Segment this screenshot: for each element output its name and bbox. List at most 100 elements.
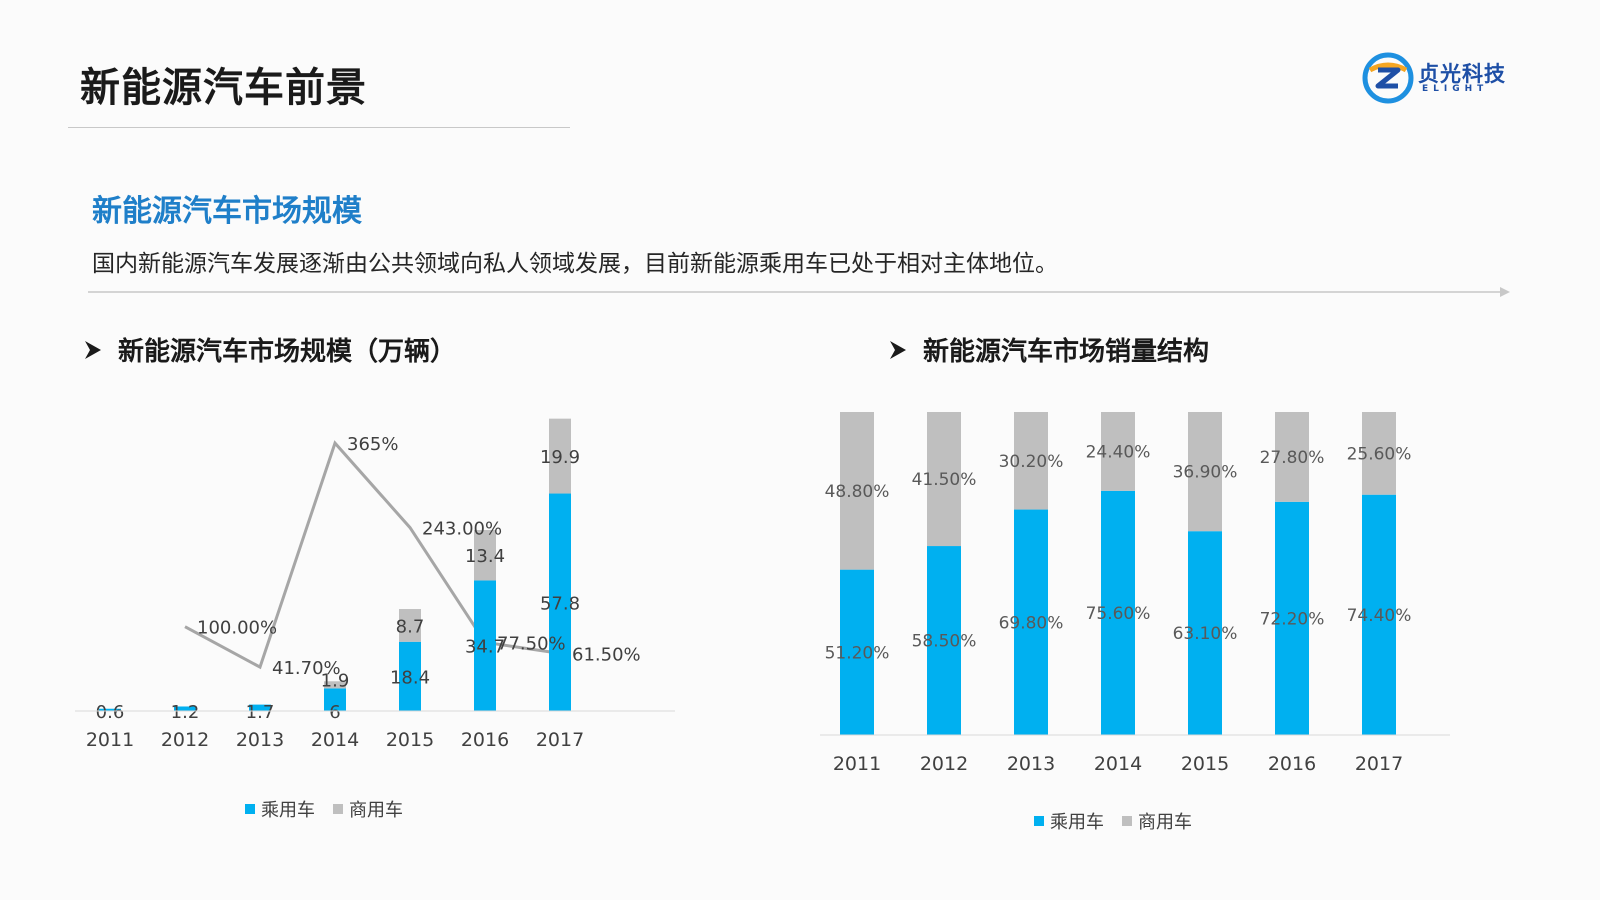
company-logo: 贞光科技 ELIGHT (1362, 52, 1522, 108)
data-label-passenger: 74.40% (1347, 606, 1412, 626)
section-description: 国内新能源汽车发展逐渐由公共领域向私人领域发展，目前新能源乘用车已处于相对主体地… (92, 251, 1058, 277)
logo-text-cn: 贞光科技 (1418, 62, 1506, 86)
x-tick-label: 2016 (461, 729, 509, 751)
legend-swatch-commercial (1122, 816, 1132, 826)
legend-label-passenger: 乘用车 (261, 800, 315, 821)
x-tick-label: 2012 (161, 729, 209, 751)
data-label-passenger: 51.20% (825, 643, 890, 663)
data-label-passenger: 63.10% (1173, 624, 1238, 644)
bar-commercial (840, 412, 874, 570)
x-tick-label: 2014 (1094, 753, 1142, 775)
x-tick-label: 2017 (1355, 753, 1403, 775)
page-title: 新能源汽车前景 (80, 65, 367, 111)
bar-passenger (1188, 531, 1222, 735)
data-label-commercial: 41.50% (912, 470, 977, 490)
data-label-passenger: 0.6 (96, 702, 125, 723)
legend-item-commercial: 商用车 (1122, 808, 1192, 834)
bar-passenger (399, 641, 421, 711)
growth-rate-label: 77.50% (497, 633, 566, 654)
growth-rate-label: 365% (347, 434, 398, 455)
legend-item-passenger: 乘用车 (1034, 808, 1104, 834)
x-tick-label: 2016 (1268, 753, 1316, 775)
data-label-commercial: 27.80% (1260, 448, 1325, 468)
bar-commercial (927, 412, 961, 547)
x-tick-label: 2011 (833, 753, 881, 775)
bar-commercial (1014, 412, 1048, 510)
data-label-commercial: 1.9 (321, 670, 350, 691)
data-label-commercial: 8.7 (396, 616, 425, 637)
legend-label-commercial: 商用车 (349, 800, 403, 821)
right-chart-title-text: 新能源汽车市场销量结构 (923, 337, 1210, 367)
bar-passenger (840, 569, 874, 735)
data-label-passenger: 6 (329, 702, 340, 723)
data-label-commercial: 36.90% (1173, 463, 1238, 483)
legend-label-commercial: 商用车 (1138, 812, 1192, 833)
data-label-commercial: 24.40% (1086, 442, 1151, 462)
data-label-passenger: 34.7 (465, 637, 505, 658)
data-label-passenger: 18.4 (390, 667, 430, 688)
legend-swatch-commercial (333, 804, 343, 814)
bar-passenger (474, 580, 496, 711)
data-label-commercial: 48.80% (825, 482, 890, 502)
left-chart-title-text: 新能源汽车市场规模（万辆） (118, 337, 457, 367)
bar-commercial (474, 530, 496, 581)
data-label-passenger: 58.50% (912, 632, 977, 652)
data-label-passenger: 75.60% (1086, 604, 1151, 624)
bar-passenger (324, 688, 346, 711)
section-divider-arrow (88, 287, 1510, 297)
left-chart-title: 新能源汽车市场规模（万辆） (84, 331, 456, 368)
x-tick-label: 2013 (236, 729, 284, 751)
bar-commercial (1188, 412, 1222, 532)
left-chart-legend: 乘用车 商用车 (245, 796, 421, 822)
data-label-passenger: 1.2 (171, 702, 200, 723)
bar-passenger (1362, 494, 1396, 735)
data-label-passenger: 57.8 (540, 593, 580, 614)
data-label-passenger: 1.7 (246, 702, 275, 723)
bar-passenger (1101, 490, 1135, 735)
right-chart-title: 新能源汽车市场销量结构 (889, 331, 1209, 368)
x-tick-label: 2015 (1181, 753, 1229, 775)
growth-rate-line (184, 440, 561, 670)
bar-commercial (1101, 412, 1135, 491)
bar-passenger (549, 493, 571, 711)
x-tick-label: 2017 (536, 729, 584, 751)
bar-passenger (927, 546, 961, 735)
data-label-commercial: 19.9 (540, 447, 580, 468)
bar-commercial (1362, 412, 1396, 495)
section-heading: 新能源汽车市场规模 (92, 194, 362, 229)
bar-commercial (399, 609, 421, 642)
x-tick-label: 2013 (1007, 753, 1055, 775)
bar-passenger (1275, 501, 1309, 735)
x-tick-label: 2012 (920, 753, 968, 775)
title-divider (68, 127, 570, 128)
growth-rate-label: 100.00% (197, 618, 277, 639)
legend-item-passenger: 乘用车 (245, 796, 315, 822)
x-tick-label: 2015 (386, 729, 434, 751)
x-tick-label: 2011 (86, 729, 134, 751)
right-chart-legend: 乘用车 商用车 (1034, 808, 1210, 834)
data-label-commercial: 30.20% (999, 452, 1064, 472)
growth-rate-label: 61.50% (572, 644, 641, 665)
x-tick-label: 2014 (311, 729, 359, 751)
bar-passenger (249, 704, 271, 711)
data-label-commercial: 13.4 (465, 546, 505, 567)
market-size-chart: 0.6 2011 1.2 2012 1.7 2013 6 1.9 2014 18.4 8.7 2015… (75, 418, 675, 751)
data-label-passenger: 72.20% (1260, 609, 1325, 629)
logo-mark-icon (1362, 52, 1414, 104)
arrow-bullet-icon (84, 337, 104, 367)
sales-structure-chart: 51.20% 48.80% 2011 58.50% 41.50% 2012 69.80% 30… (820, 412, 1450, 775)
bar-passenger (99, 708, 121, 711)
growth-rate-label: 41.70% (272, 658, 341, 679)
bar-commercial (324, 681, 346, 689)
data-label-commercial: 25.60% (1347, 444, 1412, 464)
bar-commercial (549, 418, 571, 494)
legend-label-passenger: 乘用车 (1050, 812, 1104, 833)
data-label-passenger: 69.80% (999, 613, 1064, 633)
legend-swatch-passenger (1034, 816, 1044, 826)
growth-rate-label: 243.00% (422, 519, 502, 540)
bar-commercial (1275, 412, 1309, 502)
bar-passenger (174, 706, 196, 711)
arrow-bullet-icon (889, 337, 909, 367)
bar-passenger (1014, 509, 1048, 735)
logo-text-en: ELIGHT (1422, 84, 1489, 94)
